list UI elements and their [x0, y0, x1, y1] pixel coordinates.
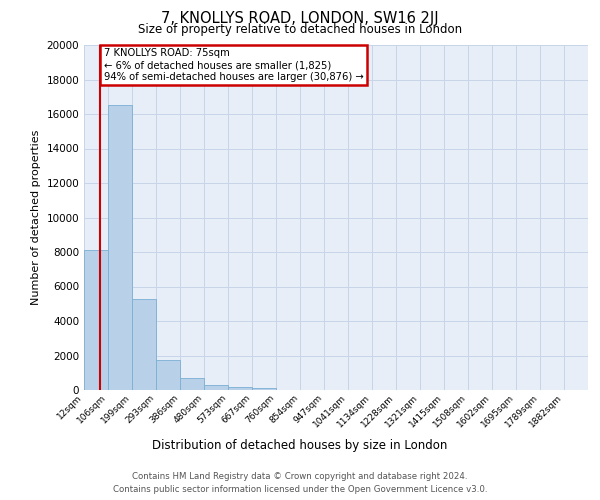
- Text: Distribution of detached houses by size in London: Distribution of detached houses by size …: [152, 440, 448, 452]
- Bar: [252, 388, 276, 390]
- Text: Size of property relative to detached houses in London: Size of property relative to detached ho…: [138, 22, 462, 36]
- Bar: [204, 385, 228, 390]
- Bar: [84, 250, 108, 390]
- Bar: [132, 300, 156, 390]
- Text: 7 KNOLLYS ROAD: 75sqm
← 6% of detached houses are smaller (1,825)
94% of semi-de: 7 KNOLLYS ROAD: 75sqm ← 6% of detached h…: [104, 48, 364, 82]
- Y-axis label: Number of detached properties: Number of detached properties: [31, 130, 41, 305]
- Bar: [180, 378, 204, 390]
- Text: Contains HM Land Registry data © Crown copyright and database right 2024.
Contai: Contains HM Land Registry data © Crown c…: [113, 472, 487, 494]
- Bar: [156, 360, 180, 390]
- Bar: [228, 386, 252, 390]
- Bar: [108, 106, 132, 390]
- Text: 7, KNOLLYS ROAD, LONDON, SW16 2JJ: 7, KNOLLYS ROAD, LONDON, SW16 2JJ: [161, 12, 439, 26]
